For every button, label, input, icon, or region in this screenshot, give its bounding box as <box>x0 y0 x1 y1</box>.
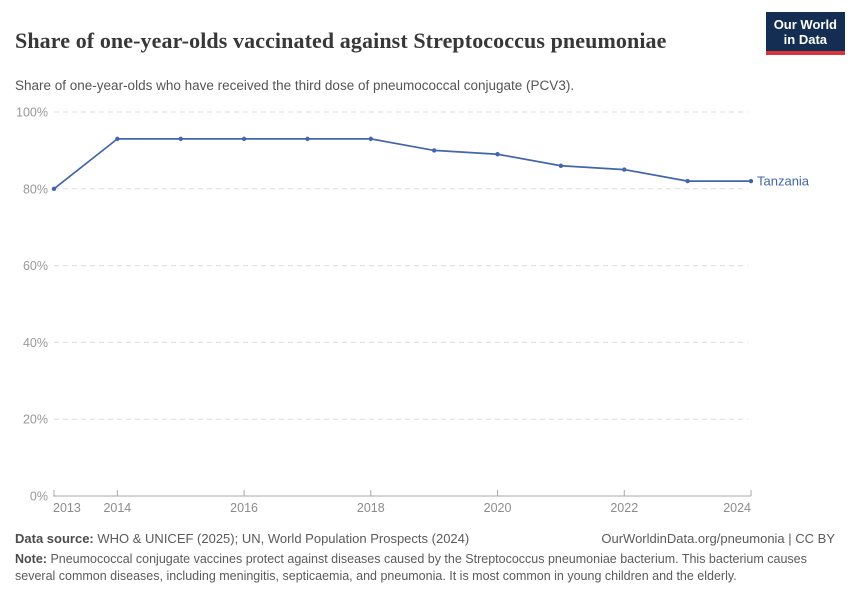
data-source-line: Data source: WHO & UNICEF (2025); UN, Wo… <box>15 531 469 546</box>
line-chart[interactable]: 0% 20% 40% 60% 80% 100% 2013 2014 2016 2018 2020 20… <box>0 90 850 520</box>
owid-logo-line1: Our World <box>773 17 837 32</box>
data-point-2016[interactable] <box>241 136 247 142</box>
attribution-link[interactable]: OurWorldinData.org/pneumonia | CC BY <box>601 531 835 546</box>
ytick-label-0: 0% <box>30 490 48 504</box>
data-point-2015[interactable] <box>178 136 183 142</box>
data-point-2017[interactable] <box>305 136 310 142</box>
xtick-label-2014: 2014 <box>103 501 131 515</box>
xtick-label-2018: 2018 <box>357 501 385 515</box>
data-point-2024[interactable] <box>748 178 754 184</box>
data-source-text: WHO & UNICEF (2025); UN, World Populatio… <box>97 531 470 546</box>
note-label: Note: <box>15 552 47 566</box>
data-point-2023[interactable] <box>685 178 690 184</box>
data-point-2020[interactable] <box>495 152 500 157</box>
data-point-2019[interactable] <box>431 148 437 153</box>
owid-logo-line2: in Data <box>783 32 828 47</box>
data-source-label: Data source: <box>15 531 94 546</box>
xtick-label-2024: 2024 <box>723 501 751 515</box>
xtick-label-2013: 2013 <box>53 501 81 515</box>
ytick-label-60: 60% <box>23 259 48 273</box>
data-point-2018[interactable] <box>368 136 374 142</box>
footer-sources-row: Data source: WHO & UNICEF (2025); UN, Wo… <box>15 531 835 546</box>
xtick-label-2022: 2022 <box>610 501 638 515</box>
page-title: Share of one-year-olds vaccinated agains… <box>15 27 667 53</box>
data-point-2013[interactable] <box>51 186 57 191</box>
data-point-2014[interactable] <box>115 136 120 142</box>
chart-subtitle: Share of one-year-olds who have received… <box>15 78 575 93</box>
note-text: Pneumococcal conjugate vaccines protect … <box>15 552 807 583</box>
data-point-2022[interactable] <box>622 167 627 172</box>
ytick-label-100: 100% <box>16 106 48 120</box>
owid-logo[interactable]: Our World in Data <box>765 12 845 55</box>
xtick-label-2020: 2020 <box>484 501 512 515</box>
ytick-label-40: 40% <box>23 336 48 350</box>
entity-label-tanzania[interactable]: Tanzania <box>757 174 810 189</box>
xtick-label-2016: 2016 <box>230 501 258 515</box>
series-line-tanzania[interactable] <box>53 138 751 190</box>
ytick-label-80: 80% <box>23 182 48 196</box>
footer-note: Note: Pneumococcal conjugate vaccines pr… <box>15 551 835 585</box>
data-point-2021[interactable] <box>558 163 564 168</box>
ytick-label-20: 20% <box>23 413 48 427</box>
chart-footer: Data source: WHO & UNICEF (2025); UN, Wo… <box>15 531 835 585</box>
